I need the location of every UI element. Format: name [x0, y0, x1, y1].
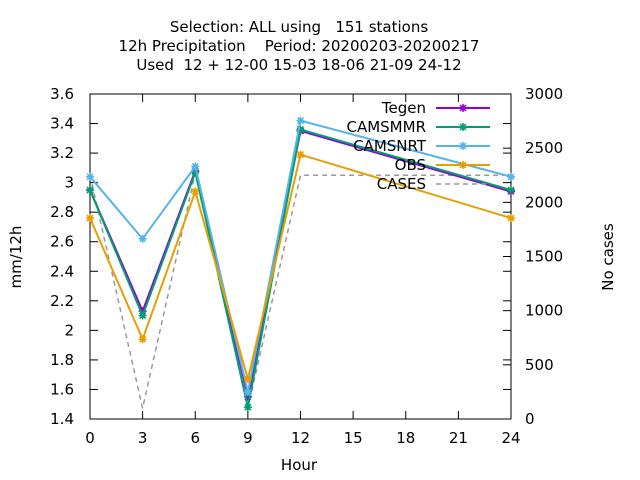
y2-tick-label: 0: [525, 410, 535, 428]
y-tick-label: 3.2: [50, 144, 74, 162]
data-point-camsmmr: [138, 311, 147, 320]
legend-marker: [459, 104, 467, 112]
x-tick-label: 18: [396, 429, 415, 447]
data-point-camsnrt: [138, 234, 147, 243]
series-group: [86, 116, 515, 412]
y-axis-label: mm/12h: [7, 226, 25, 289]
legend-marker: [459, 161, 467, 169]
y2-tick-label: 2000: [525, 193, 563, 211]
data-point-camsnrt: [191, 162, 200, 171]
series-camsmmr: [86, 125, 515, 412]
series-line-cases: [89, 172, 511, 409]
series-obs: [86, 150, 515, 384]
x-tick-label: 6: [190, 429, 200, 447]
legend-marker: [459, 123, 467, 131]
plot-frame: [89, 93, 512, 420]
legend-item-camsmmr: CAMSMMR: [346, 118, 490, 136]
title-line: Used 12 + 12-00 15-03 18-06 21-09 24-12: [136, 56, 461, 74]
series-line-tegen: [89, 129, 512, 398]
data-point-camsnrt: [507, 172, 515, 181]
data-point-obs: [243, 375, 252, 384]
series-line-camsnrt: [89, 119, 512, 393]
data-point-camsmmr: [86, 186, 94, 195]
legend-item-obs: OBS: [395, 156, 490, 174]
data-point-camsnrt: [86, 172, 94, 181]
title-line: Selection: ALL using 151 stations: [170, 18, 429, 36]
legend-item-cases: CASES: [377, 175, 490, 193]
series-line-camsmmr: [89, 128, 512, 408]
legend-label: Tegen: [381, 99, 426, 117]
data-point-camsnrt: [243, 388, 252, 397]
legend-label: CAMSMMR: [346, 118, 426, 136]
y-tick-label: 3.6: [50, 85, 74, 103]
x-tick-label: 15: [344, 429, 363, 447]
y2-axis-label: No cases: [599, 223, 617, 291]
y-tick-label: 3: [64, 174, 74, 192]
y-tick-label: 1.6: [50, 380, 74, 398]
x-tick-label: 12: [291, 429, 310, 447]
y2-tick-label: 500: [525, 356, 554, 374]
series-tegen: [86, 126, 515, 401]
legend-label: OBS: [395, 156, 426, 174]
y2-axis: 0 500 1000 1500 2000 2500 3000: [503, 85, 563, 428]
y-tick-label: 3.4: [50, 115, 74, 133]
y2-tick-label: 3000: [525, 85, 563, 103]
legend-item-tegen: Tegen: [381, 99, 490, 117]
series-line-obs: [89, 153, 512, 380]
y-tick-label: 1.8: [50, 351, 74, 369]
y-tick-label: 2.8: [50, 203, 74, 221]
series-cases: [89, 172, 511, 409]
legend-label: CAMSNRT: [353, 137, 427, 155]
y-axis: 1.4 1.6 1.8 2 2.2 2.4 2.6 2.8 3 3.2 3.4 3.6: [50, 85, 511, 428]
y2-tick-label: 1500: [525, 248, 563, 266]
data-point-camsnrt: [296, 116, 305, 125]
x-tick-label: 3: [138, 429, 148, 447]
x-tick-label: 21: [449, 429, 468, 447]
x-tick-label: 24: [501, 429, 520, 447]
y-tick-label: 2.6: [50, 233, 74, 251]
legend-label: CASES: [377, 175, 426, 193]
data-point-camsmmr: [507, 186, 515, 195]
y2-tick-label: 2500: [525, 139, 563, 157]
x-tick-label: 9: [243, 429, 253, 447]
series-camsnrt: [86, 116, 515, 397]
data-point-obs: [507, 214, 515, 223]
x-tick-label: 0: [85, 429, 95, 447]
legend-item-camsnrt: CAMSNRT: [353, 137, 490, 155]
y-tick-label: 2: [64, 321, 74, 339]
y-tick-label: 2.2: [50, 292, 74, 310]
data-point-obs: [86, 214, 94, 223]
data-point-obs: [138, 335, 147, 344]
x-axis-label: Hour: [281, 456, 318, 474]
y-tick-label: 1.4: [50, 410, 74, 428]
title-line: 12h Precipitation Period: 20200203-20200…: [119, 37, 480, 55]
data-point-obs: [296, 150, 305, 159]
x-axis: 0 3 6 9 12 15 18 21 24: [85, 94, 521, 447]
y-tick-label: 2.4: [50, 262, 74, 280]
legend-marker: [459, 142, 467, 150]
data-point-obs: [191, 187, 200, 196]
y2-tick-label: 1000: [525, 302, 563, 320]
data-point-camsmmr: [243, 403, 252, 412]
